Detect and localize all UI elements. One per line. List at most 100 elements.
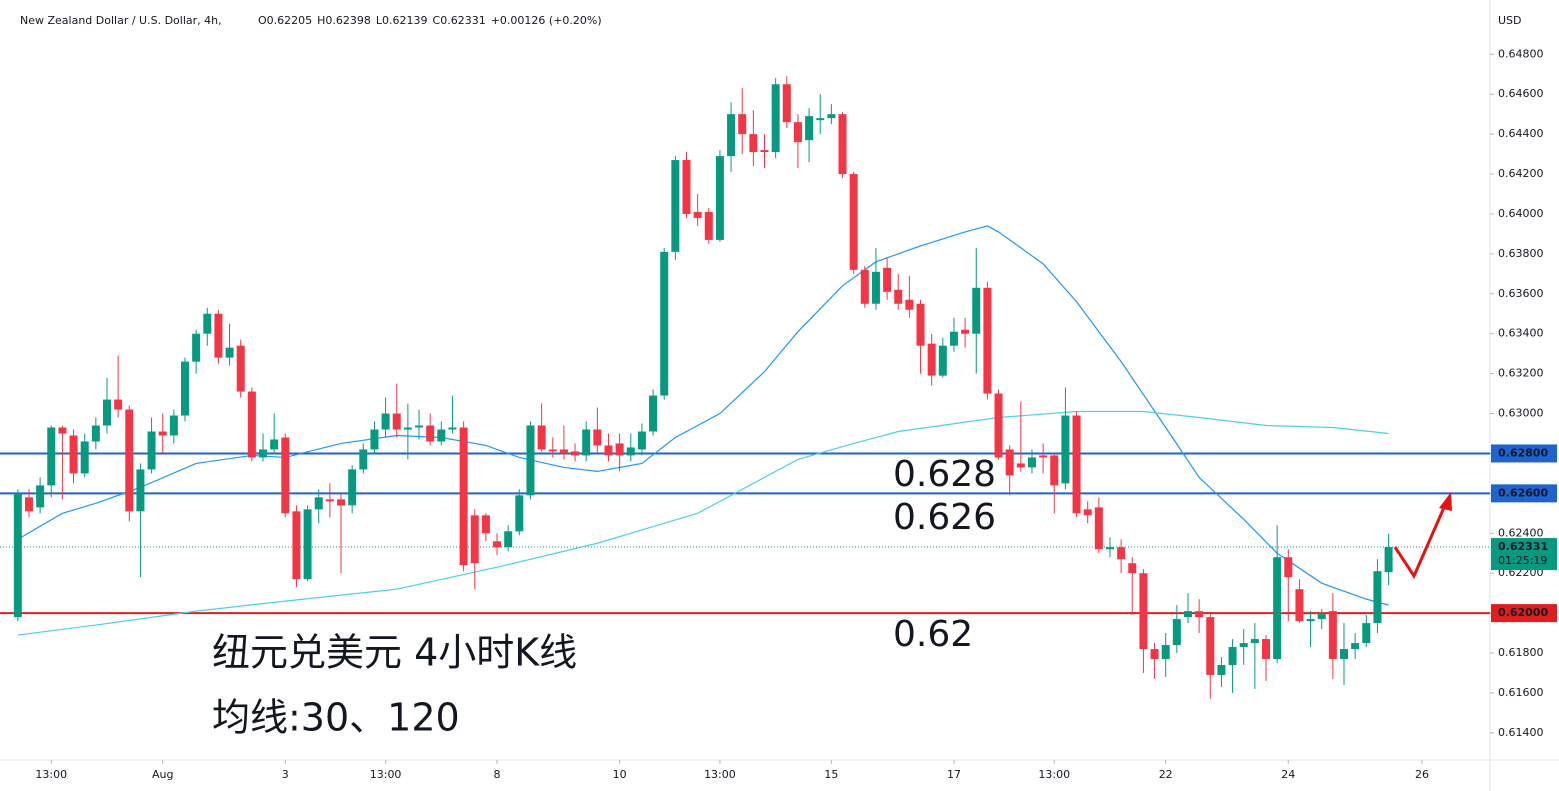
moving-average xyxy=(17,410,1389,636)
y-tick-label: 0.64200 xyxy=(1498,167,1544,180)
annotation: 0.628 xyxy=(893,454,996,495)
y-tick-label: 0.63800 xyxy=(1498,247,1544,260)
candle-body xyxy=(337,499,346,506)
candle-body xyxy=(370,429,379,450)
candle-body xyxy=(1239,643,1248,648)
ohlc-value: H0.62398 xyxy=(317,14,371,27)
candle-body xyxy=(994,393,1003,458)
candle-body xyxy=(771,84,780,153)
candle-body xyxy=(1206,617,1215,675)
level-box xyxy=(1491,484,1557,503)
candle-body xyxy=(236,345,245,392)
x-tick-label: 10 xyxy=(613,768,627,781)
x-tick-label: 13:00 xyxy=(370,768,402,781)
candle-body xyxy=(314,497,323,510)
candle-body xyxy=(1328,611,1337,660)
candle-body xyxy=(114,399,123,410)
candle-body xyxy=(91,425,100,442)
candle-body xyxy=(325,499,334,502)
candle-body xyxy=(1072,415,1081,514)
candle-body xyxy=(604,445,613,456)
candle-body xyxy=(1061,415,1070,484)
candle-body xyxy=(515,495,524,532)
last-price-label: 0.62331 xyxy=(1498,540,1548,553)
x-tick-label: 22 xyxy=(1159,768,1173,781)
candle-body xyxy=(682,160,691,214)
x-tick-label: 3 xyxy=(282,768,289,781)
candle-body xyxy=(827,114,836,119)
candle-body xyxy=(559,449,568,454)
candle-body xyxy=(225,347,234,358)
candle-body xyxy=(693,211,702,218)
candle-body xyxy=(849,174,858,270)
candle-body xyxy=(571,451,580,456)
y-tick-label: 0.63600 xyxy=(1498,287,1544,300)
candle-body xyxy=(147,431,156,470)
candle-body xyxy=(348,469,357,506)
level-box xyxy=(1491,444,1557,463)
last-price-box xyxy=(1491,538,1557,571)
candle-body xyxy=(671,160,680,252)
candle-body xyxy=(403,427,412,430)
x-tick-label: 8 xyxy=(494,768,501,781)
candle-body xyxy=(816,118,825,121)
candle-body xyxy=(192,333,201,362)
candle-body xyxy=(24,497,33,512)
candle-body xyxy=(470,515,479,564)
ohlc-value: C0.62331 xyxy=(433,14,486,27)
arrow-head xyxy=(1439,492,1452,511)
candle-body xyxy=(1083,509,1092,516)
candle-body xyxy=(1094,507,1103,550)
candle-body xyxy=(805,116,814,141)
candle-body xyxy=(203,313,212,334)
candle-body xyxy=(136,469,145,512)
candle-body xyxy=(871,271,880,304)
candle-body xyxy=(927,343,936,376)
candle-body xyxy=(1039,455,1048,458)
candle-body xyxy=(292,511,301,580)
candle-body xyxy=(481,515,490,534)
candle-body xyxy=(437,429,446,442)
y-tick-label: 0.64400 xyxy=(1498,127,1544,140)
candle-body xyxy=(593,429,602,446)
candle-body xyxy=(1139,573,1148,650)
candle-body xyxy=(169,415,178,436)
candle-body xyxy=(381,413,390,430)
candle-body xyxy=(727,114,736,157)
candle-body xyxy=(69,435,78,474)
candle-body xyxy=(281,437,290,514)
candle-body xyxy=(1284,557,1293,578)
y-tick-label: 0.61400 xyxy=(1498,726,1544,739)
candle-body xyxy=(637,431,646,450)
level-box xyxy=(1491,604,1557,623)
candle-body xyxy=(582,429,591,456)
candle-body xyxy=(938,345,947,376)
candle-body xyxy=(180,361,189,416)
candle-body xyxy=(1373,571,1382,624)
candle-body xyxy=(1217,665,1226,675)
candle-body xyxy=(1005,449,1014,476)
candle-body xyxy=(1016,463,1025,468)
x-tick-label: 15 xyxy=(824,768,838,781)
x-tick-label: 26 xyxy=(1415,768,1429,781)
y-tick-label: 0.61800 xyxy=(1498,646,1544,659)
candle-body xyxy=(80,441,89,474)
candle-body xyxy=(1105,547,1114,550)
candle-body xyxy=(1150,649,1159,660)
candle-body xyxy=(526,425,535,496)
level-label: 0.62000 xyxy=(1498,606,1548,619)
x-tick-label: 13:00 xyxy=(35,768,67,781)
candle-body xyxy=(1050,455,1059,486)
x-tick-label: 13:00 xyxy=(1038,768,1070,781)
annotation: 0.626 xyxy=(893,497,996,538)
candle-body xyxy=(961,329,970,334)
candle-body xyxy=(426,425,435,442)
candle-body xyxy=(1351,643,1360,650)
y-tick-label: 0.61600 xyxy=(1498,686,1544,699)
ohlc-value: O0.62205 xyxy=(258,14,312,27)
candle-body xyxy=(359,449,368,470)
moving-average xyxy=(17,225,1389,606)
candle-body xyxy=(548,449,557,452)
candle-body xyxy=(1317,613,1326,620)
